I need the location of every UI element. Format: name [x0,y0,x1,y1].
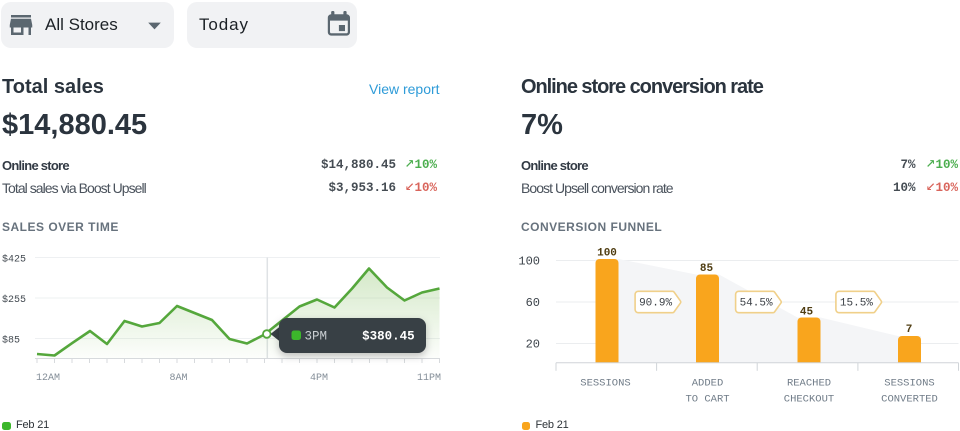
svg-text:REACHED: REACHED [787,378,831,390]
svg-text:$425: $425 [2,254,26,266]
svg-text:$85: $85 [2,335,20,347]
svg-text:$380.45: $380.45 [362,330,415,344]
svg-text:TO CART: TO CART [685,394,729,406]
svg-text:100: 100 [518,255,540,269]
svg-text:12AM: 12AM [36,373,60,384]
svg-text:CONVERTED: CONVERTED [881,394,938,406]
svg-text:SESSIONS: SESSIONS [884,378,934,390]
svg-text:CHECKOUT: CHECKOUT [784,394,834,406]
svg-text:100: 100 [597,247,617,259]
svg-text:8AM: 8AM [169,373,187,384]
svg-text:54.5%: 54.5% [740,297,773,309]
svg-text:4PM: 4PM [310,373,328,384]
svg-text:$255: $255 [2,294,26,306]
svg-text:90.9%: 90.9% [639,297,672,309]
svg-text:3PM: 3PM [305,330,328,344]
svg-text:20: 20 [526,338,540,352]
svg-text:11PM: 11PM [417,373,441,384]
svg-text:7: 7 [906,324,913,336]
svg-text:ADDED: ADDED [692,378,724,390]
svg-text:60: 60 [526,296,540,310]
svg-text:SESSIONS: SESSIONS [580,378,630,390]
svg-text:15.5%: 15.5% [840,297,873,309]
svg-text:85: 85 [700,263,714,275]
svg-text:45: 45 [800,306,814,318]
